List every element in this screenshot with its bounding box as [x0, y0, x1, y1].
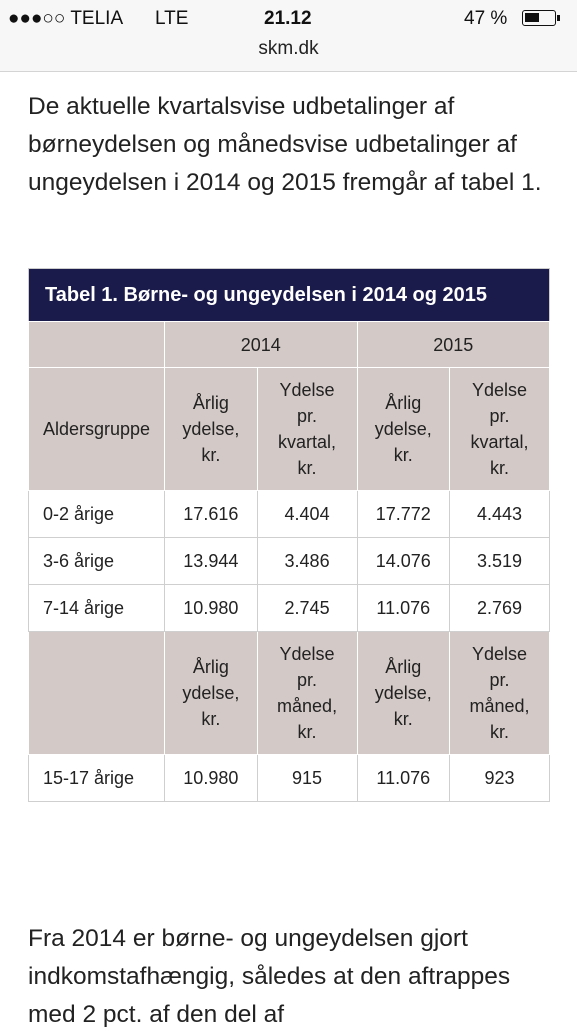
column-header: Ydelse pr. måned, kr. — [449, 631, 550, 755]
table-cell: 4.443 — [449, 490, 550, 538]
column-header: Ydelse pr. kvartal, kr. — [256, 367, 358, 491]
time: 21.12 — [264, 8, 312, 29]
table-cell: 11.076 — [356, 754, 451, 802]
column-header: Ydelse pr. måned, kr. — [256, 631, 358, 755]
header-cell — [27, 321, 166, 368]
network: LTE — [155, 8, 189, 29]
table-cell: 13.944 — [164, 537, 258, 585]
table-row: Aldersgruppe Årlig ydelse, kr. Ydelse pr. … — [27, 367, 550, 491]
header-cell — [27, 631, 166, 755]
table-cell: 10.980 — [164, 584, 258, 632]
table-cell: 923 — [449, 754, 550, 802]
table-cell: 11.076 — [356, 584, 451, 632]
table-cell: 15-17 årige — [27, 754, 166, 802]
column-header: Ydelse pr. kvartal, kr. — [449, 367, 550, 491]
table-cell: 915 — [256, 754, 358, 802]
year-header: 2014 — [164, 321, 358, 368]
status-bar: ●●●○○ TELIA LTE 21.12 47 % skm.dk — [0, 0, 577, 72]
table-cell: 3.486 — [256, 537, 358, 585]
table-cell: 4.404 — [256, 490, 358, 538]
table-row: 3-6 årige 13.944 3.486 14.076 3.519 — [27, 537, 550, 585]
table-cell: 17.772 — [356, 490, 451, 538]
outro-text: Fra 2014 er børne- og ungeydelsen gjort … — [28, 925, 511, 1028]
column-header: Årlig ydelse, kr. — [164, 367, 258, 491]
column-header: Årlig ydelse, kr. — [356, 631, 451, 755]
table: Tabel 1. Børne- og ungeydelsen i 2014 og… — [27, 268, 551, 802]
column-header: Årlig ydelse, kr. — [164, 631, 258, 755]
table-row: 7-14 årige 10.980 2.745 11.076 2.769 — [27, 584, 550, 632]
battery-level: 47 % — [464, 8, 508, 29]
table-row: 2014 2015 — [27, 321, 551, 368]
battery-icon — [522, 10, 560, 26]
column-header: Aldersgruppe — [27, 367, 166, 491]
table-body: 2014 2015 Aldersgruppe Årlig ydelse, kr. Yde… — [27, 321, 551, 802]
table-cell: 2.769 — [449, 584, 550, 632]
table-row: 0-2 årige 17.616 4.404 17.772 4.443 — [27, 490, 550, 538]
table-row: Årlig ydelse, kr. Ydelse pr. måned, kr. År… — [27, 631, 550, 755]
table-cell: 10.980 — [164, 754, 258, 802]
table-cell: 3-6 årige — [27, 537, 166, 585]
address-bar[interactable]: skm.dk — [258, 38, 319, 59]
table-title: Tabel 1. Børne- og ungeydelsen i 2014 og… — [28, 268, 550, 321]
table-cell: 17.616 — [164, 490, 258, 538]
table-cell: 3.519 — [449, 537, 550, 585]
table-row: 15-17 årige 10.980 915 11.076 923 — [27, 754, 550, 802]
year-header: 2015 — [356, 321, 551, 368]
table-cell: 14.076 — [356, 537, 451, 585]
carrier: ●●●○○ TELIA — [8, 8, 124, 29]
column-header: Årlig ydelse, kr. — [356, 367, 451, 491]
table-cell: 0-2 årige — [27, 490, 166, 538]
intro-text: De aktuelle kvartalsvise udbetalinger af… — [28, 93, 542, 196]
table-cell: 2.745 — [256, 584, 358, 632]
table-cell: 7-14 årige — [27, 584, 166, 632]
